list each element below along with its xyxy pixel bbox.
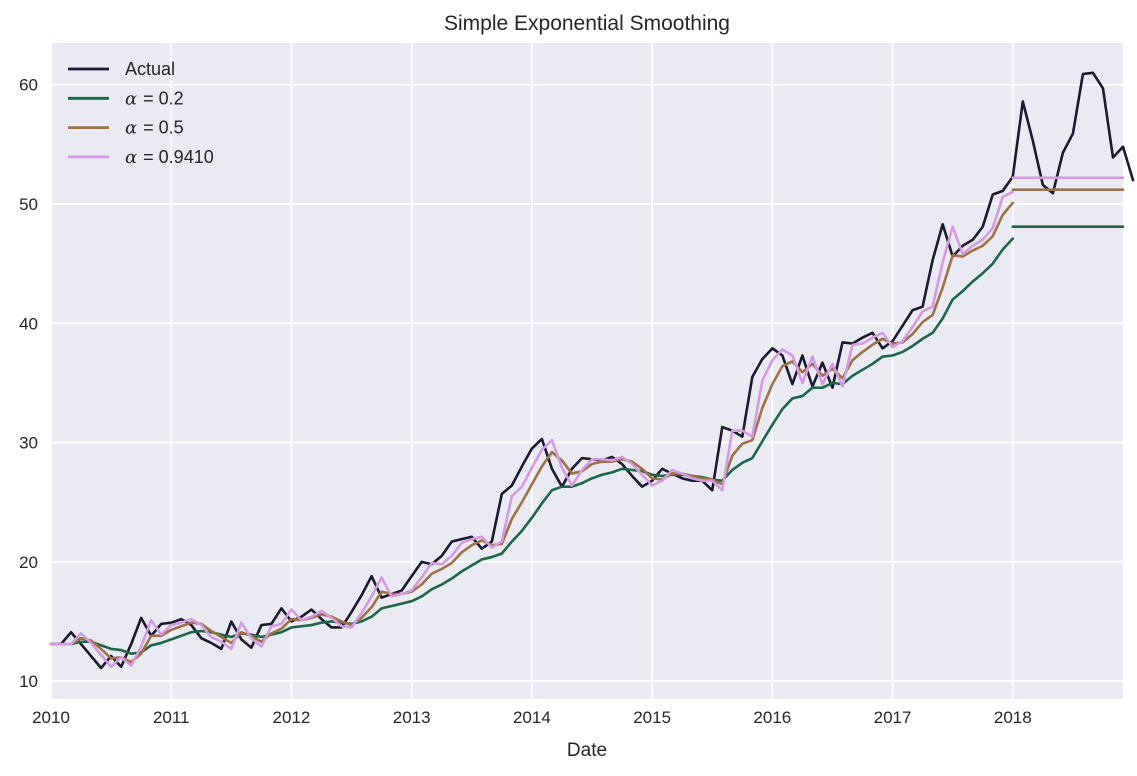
y-tick-label: 10 [19, 672, 38, 691]
x-tick-label: 2015 [633, 708, 671, 727]
series-line--0-9410 [49, 190, 1015, 669]
y-tick-label: 50 [19, 195, 38, 214]
chart-title: Simple Exponential Smoothing [444, 12, 730, 35]
plot-area [51, 43, 1123, 699]
x-tick-label: 2014 [513, 708, 551, 727]
x-tick-label: 2012 [273, 708, 311, 727]
x-tick-label: 2013 [393, 708, 431, 727]
x-tick-label: 2010 [32, 708, 70, 727]
series-layer [49, 71, 1135, 670]
legend-label: Actual [125, 59, 175, 79]
x-tick-label: 2017 [874, 708, 912, 727]
grid [50, 43, 1123, 699]
y-tick-label: 40 [19, 314, 38, 333]
x-tick-label: 2011 [153, 708, 190, 727]
legend-label: α = 0.9410 [125, 147, 214, 168]
y-tick-label: 20 [19, 553, 38, 572]
legend-label: α = 0.2 [125, 88, 184, 109]
x-axis: 2010 2011 2012 2013 2014 2015 2016 2017 2018 [32, 708, 1032, 727]
x-tick-label: 2018 [994, 708, 1032, 727]
series-line--0-5 [49, 201, 1015, 664]
x-tick-label: 2016 [753, 708, 791, 727]
y-tick-label: 60 [19, 76, 38, 95]
y-tick-label: 30 [19, 434, 38, 453]
legend-label: α = 0.5 [125, 118, 184, 139]
x-axis-label: Date [567, 740, 607, 761]
legend: Actual α = 0.2 α = 0.5 α = 0.9410 [68, 59, 214, 168]
y-axis: 10 20 30 40 50 60 [19, 76, 38, 691]
